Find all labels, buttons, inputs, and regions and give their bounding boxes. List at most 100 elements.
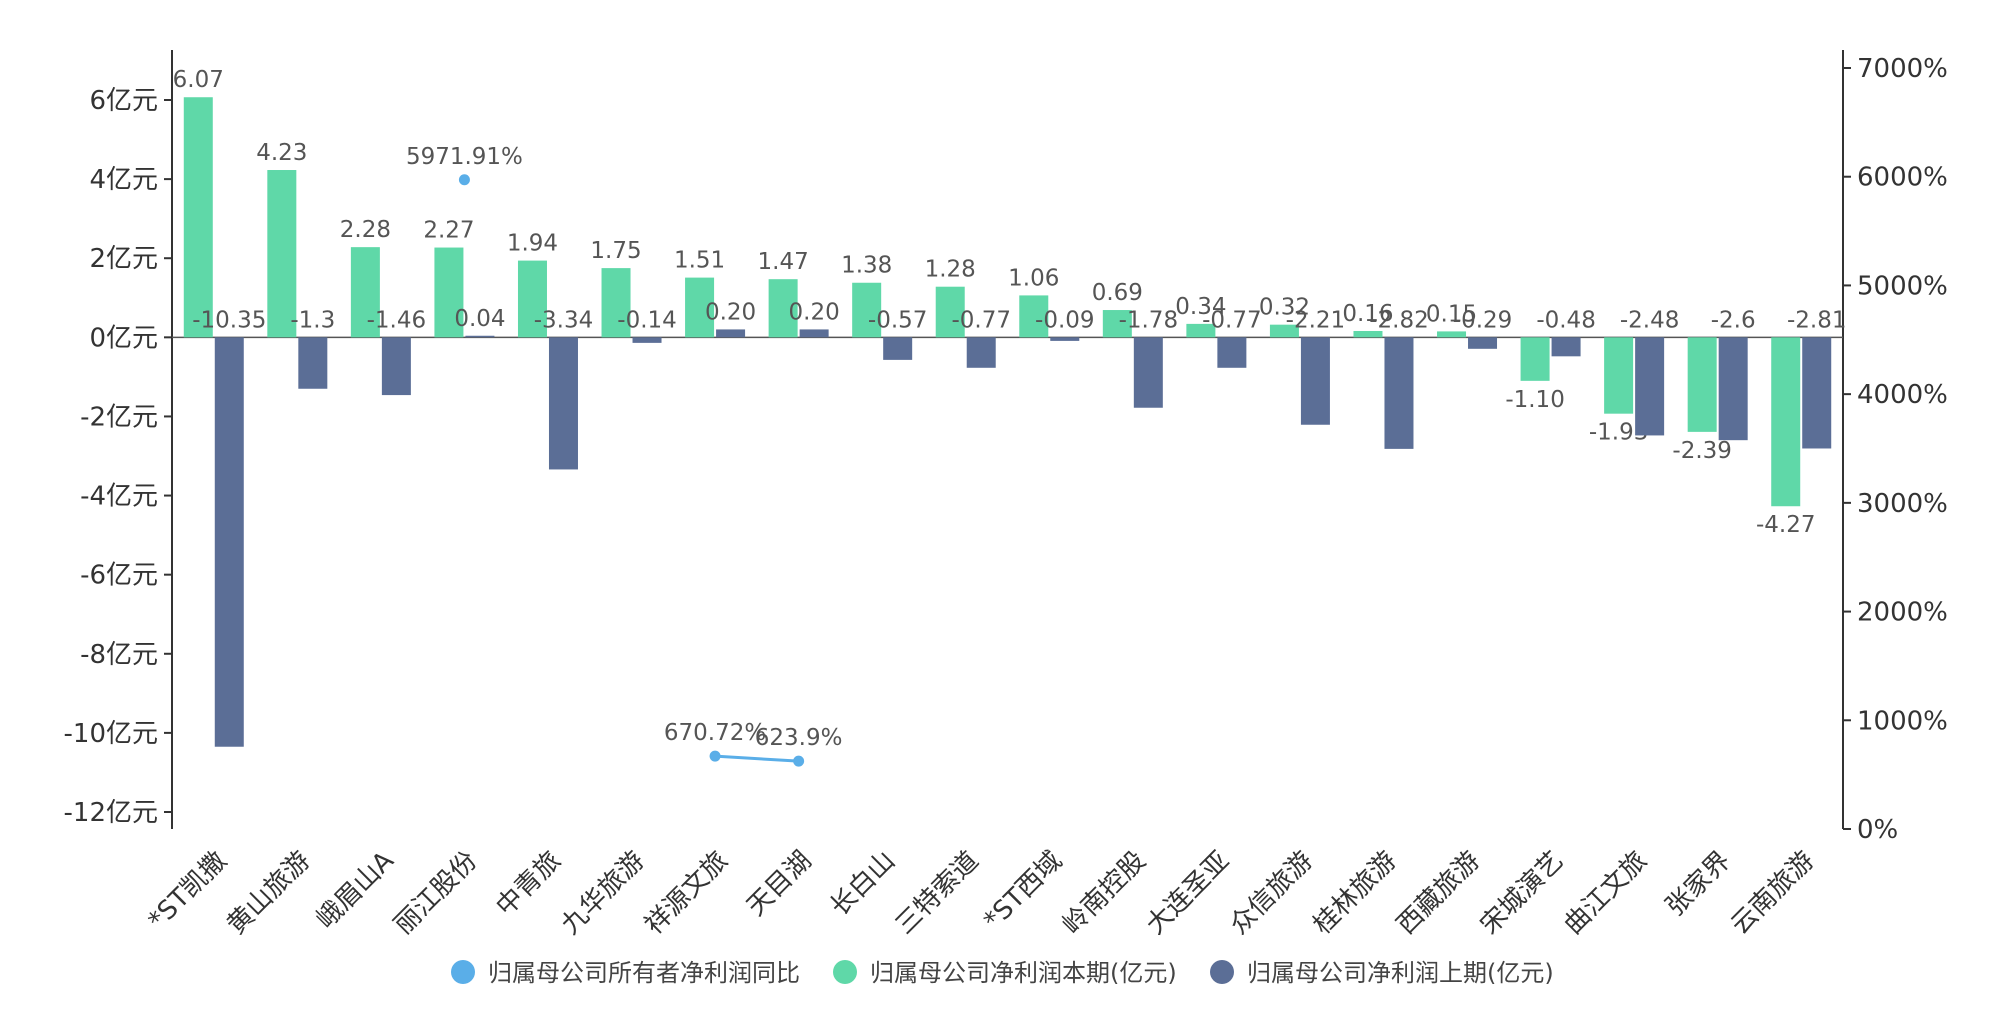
bar-data-label: -2.48: [1620, 307, 1680, 333]
bar-data-label: -0.57: [868, 307, 928, 333]
bar-data-label: 2.28: [340, 217, 391, 243]
bar-data-label: -0.77: [951, 307, 1011, 333]
bar-previous: [966, 337, 996, 368]
bar-data-label: 0.34: [1175, 294, 1226, 320]
bar-previous: [1050, 337, 1080, 341]
bar-data-label: 0.32: [1259, 295, 1310, 321]
bar-previous: [799, 329, 829, 338]
left-axis-tick-label: -4亿元: [80, 482, 158, 512]
left-axis-tick-label: -8亿元: [80, 640, 158, 670]
bar-previous: [883, 337, 913, 360]
category-label: *ST西域: [978, 846, 1068, 936]
bar-data-label: -0.77: [1202, 307, 1262, 333]
bar-data-label: -10.35: [192, 307, 266, 333]
bar-previous: [1384, 337, 1414, 449]
bar-data-label: -1.78: [1119, 307, 1179, 333]
bar-previous: [298, 337, 328, 389]
bar-data-label: -2.82: [1369, 307, 1429, 333]
right-axis-tick-label: 7000%: [1857, 54, 1948, 84]
legend-label: 归属母公司净利润上期(亿元): [1247, 959, 1554, 987]
legend-marker[interactable]: [1210, 960, 1234, 984]
bar-current: [267, 170, 297, 338]
category-label: 丽江股份: [389, 846, 484, 941]
bar-previous: [1802, 337, 1832, 449]
category-label: 三特索道: [890, 846, 985, 941]
bar-data-label: -1.3: [290, 307, 335, 333]
bar-current: [1437, 331, 1467, 338]
bar-data-label: -0.09: [1035, 307, 1095, 333]
bar-current: [1186, 323, 1216, 338]
bar-previous: [1300, 337, 1330, 425]
right-axis-tick-label: 0%: [1857, 815, 1898, 845]
bar-data-label: -2.21: [1286, 307, 1346, 333]
bar-current: [183, 97, 213, 338]
right-axis-tick-label: 6000%: [1857, 163, 1948, 193]
bar-data-label: 0.69: [1092, 280, 1143, 306]
category-label: 岭南控股: [1057, 846, 1152, 941]
right-axis-tick-label: 5000%: [1857, 271, 1948, 301]
bar-current: [1269, 324, 1299, 338]
bar-current: [1687, 337, 1717, 432]
bar-previous: [1718, 337, 1748, 441]
bar-current: [852, 282, 882, 338]
bar-data-label: -2.6: [1711, 307, 1756, 333]
bar-data-label: -2.81: [1787, 307, 1847, 333]
bar-data-label: 1.75: [590, 238, 641, 264]
bar-data-label: 1.47: [758, 249, 809, 275]
yoy-line-segment: [714, 754, 799, 763]
bar-current: [434, 247, 464, 338]
bar-data-label: -0.48: [1536, 307, 1596, 333]
bar-current: [517, 260, 547, 338]
bar-data-label: 1.94: [507, 231, 558, 257]
legend-marker[interactable]: [451, 960, 475, 984]
bar-current: [768, 279, 798, 338]
right-axis-tick-label: 2000%: [1857, 598, 1948, 628]
left-axis-tick-label: 4亿元: [89, 165, 158, 195]
bar-previous: [1133, 337, 1163, 408]
bar-current: [685, 277, 715, 338]
left-axis-tick-label: -2亿元: [80, 402, 158, 432]
bar-data-label: -4.27: [1756, 512, 1816, 538]
category-label: 桂林旅游: [1308, 846, 1403, 941]
legend-marker[interactable]: [833, 960, 857, 984]
category-label: 西藏旅游: [1391, 846, 1486, 941]
legend-label: 归属母公司净利润本期(亿元): [870, 959, 1177, 987]
bar-previous: [214, 337, 244, 747]
bar-data-label: -2.39: [1672, 438, 1732, 464]
bar-current: [1604, 337, 1634, 414]
yoy-data-label: 670.72%: [664, 720, 766, 746]
bar-data-label: 4.23: [256, 140, 307, 166]
bar-data-label: -0.14: [617, 307, 677, 333]
category-label: 中青旅: [491, 846, 567, 922]
bar-data-label: -1.46: [367, 307, 427, 333]
bar-data-label: -0.29: [1453, 307, 1513, 333]
bar-previous: [1468, 337, 1498, 349]
bar-data-label: 2.27: [423, 218, 474, 244]
bar-current: [1771, 337, 1801, 507]
category-label: 大连圣亚: [1141, 846, 1236, 941]
yoy-data-label: 5971.91%: [406, 144, 523, 170]
left-axis-tick-label: -12亿元: [64, 798, 158, 828]
bar-data-label: 1.51: [674, 248, 725, 274]
bar-previous: [465, 335, 495, 338]
bar-data-label: 0.15: [1426, 301, 1477, 327]
yoy-data-label: 623.9%: [755, 725, 843, 751]
bar-current: [1102, 310, 1132, 338]
yoy-point: [458, 174, 470, 186]
right-axis-tick-label: 3000%: [1857, 489, 1948, 519]
category-label: 云南旅游: [1725, 846, 1820, 941]
category-label: 祥源文旅: [639, 846, 734, 941]
category-label: 曲江文旅: [1558, 846, 1653, 941]
bar-current: [1520, 337, 1550, 381]
category-label: 张家界: [1660, 846, 1736, 922]
bar-previous: [716, 329, 746, 338]
category-label: 九华旅游: [556, 846, 651, 941]
bar-data-label: 1.38: [841, 253, 892, 279]
category-label: 众信旅游: [1224, 846, 1319, 941]
bar-data-label: -1.10: [1505, 387, 1565, 413]
category-label: 长白山: [825, 846, 901, 922]
bar-data-label: 0.16: [1342, 301, 1393, 327]
bar-data-label: 0.04: [454, 306, 505, 332]
